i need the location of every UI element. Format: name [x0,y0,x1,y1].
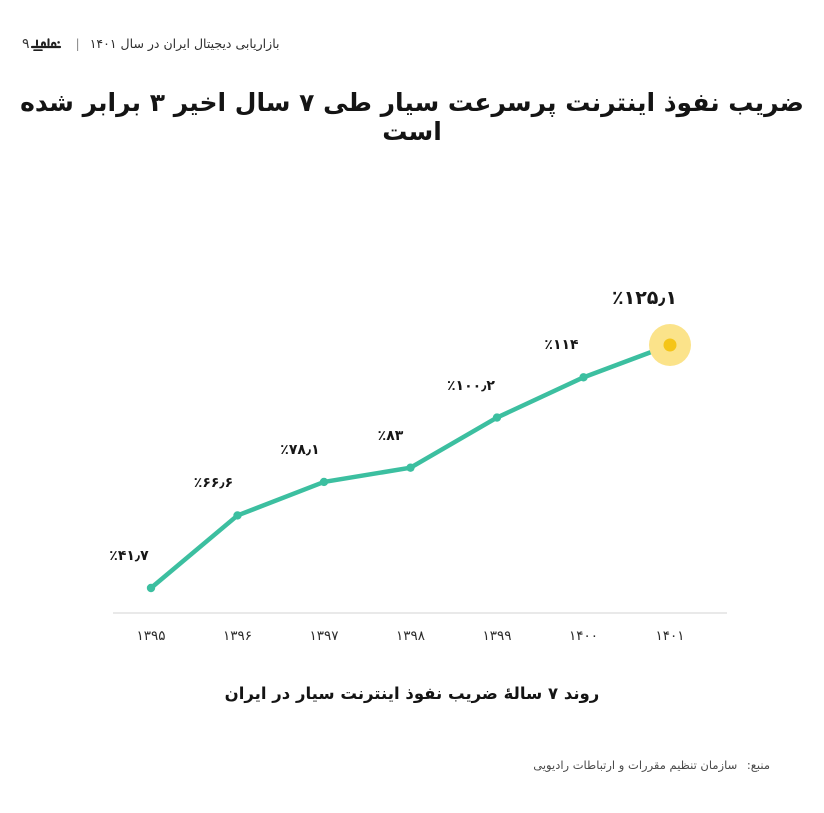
chart-caption: روند ۷ سالهٔ ضریب نفوذ اینترنت سیار در ا… [224,684,600,703]
data-point-label: ٪۱۱۴ [544,337,579,354]
data-point-marker [146,583,156,593]
x-axis-line [113,612,727,614]
highlight-core-dot [663,338,677,352]
page-title: ضریب نفوذ اینترنت پرسرعت سیار طی ۷ سال ا… [20,88,804,146]
page-number: ۹ [22,36,30,52]
x-axis-tick-label: ۱۳۹۶ [222,628,253,644]
page-header: ۹ بازاریابی دیجیتال ایران در سال ۱۴۰۱ | [0,28,824,60]
highlight-marker [649,324,691,366]
x-axis-tick-label: ۱۳۹۹ [482,628,512,644]
source-value: سازمان تنظیم مقررات و ارتباطات رادیویی [533,758,738,772]
line-chart-svg [146,324,691,593]
x-axis-tick-label: ۱۳۹۸ [395,628,426,644]
data-point-label: ٪۴۱٫۷ [109,548,149,564]
source-note: منبع: سازمان تنظیم مقررات و ارتباطات راد… [0,758,824,772]
header-document-title: بازاریابی دیجیتال ایران در سال ۱۴۰۱ [89,35,280,51]
x-axis-tick-label: ۱۳۹۷ [309,628,339,644]
data-point-label: ٪۷۸٫۱ [280,441,320,458]
x-axis-tick-label: ۱۳۹۵ [136,628,166,644]
x-axis-tick-labels: ۱۳۹۵ ۱۳۹۶ ۱۳۹۷ ۱۳۹۸ ۱۳۹۹ ۱۴۰۰ ۱۴۰۱ [113,628,727,656]
x-axis-tick-label: ۱۴۰۱ [655,628,685,644]
header-separator: | [75,35,80,51]
data-point-label: ٪۶۶٫۶ [193,475,234,492]
header-title: بازاریابی دیجیتال ایران در سال ۱۴۰۱ | [30,35,280,53]
data-point-marker [233,511,242,520]
data-point-label: ٪۸۳ [377,427,404,444]
source-label: منبع: [746,758,770,772]
data-point-marker [319,477,329,487]
chart-plot-area: ٪۴۱٫۷ ٪۶۶٫۶ ٪۷۸٫۱ ٪۸۳ ٪۱۰۰٫۲ ٪۱۱۴ ٪۱۲۵٫۱ [0,250,824,630]
data-point-marker [579,373,588,382]
data-point-label: ٪۱۲۵٫۱ [612,287,678,309]
series-markers [146,373,588,593]
yektanet-wordmark-logo [30,36,64,52]
data-point-marker [406,463,415,472]
data-point-label: ٪۱۰۰٫۲ [447,377,495,394]
data-point-marker [492,413,502,422]
x-axis-tick-label: ۱۴۰۰ [568,628,599,644]
